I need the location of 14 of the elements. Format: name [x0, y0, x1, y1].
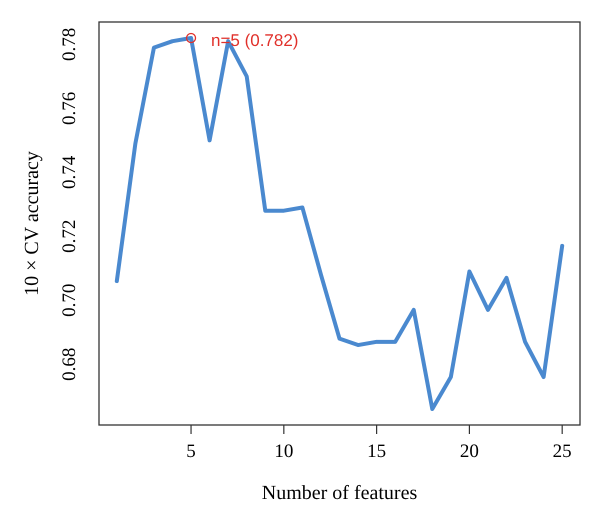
y-tick-label: 0.70	[59, 284, 80, 317]
x-tick-label: 20	[460, 441, 479, 462]
y-tick-label: 0.74	[59, 155, 80, 189]
y-tick-label: 0.68	[59, 348, 80, 381]
x-tick-label: 10	[274, 441, 294, 462]
x-tick-label: 15	[367, 441, 386, 462]
y-axis-title: 10 × CV accuracy	[21, 151, 43, 296]
x-tick-label: 5	[186, 441, 196, 462]
annotation: n=5 (0.782)	[211, 30, 298, 50]
x-axis-title: Number of features	[262, 482, 418, 504]
y-tick-label: 0.76	[59, 92, 80, 125]
x-tick-label: 25	[552, 441, 572, 462]
y-tick-label: 0.72	[59, 220, 80, 253]
y-tick-label: 0.78	[59, 28, 80, 62]
